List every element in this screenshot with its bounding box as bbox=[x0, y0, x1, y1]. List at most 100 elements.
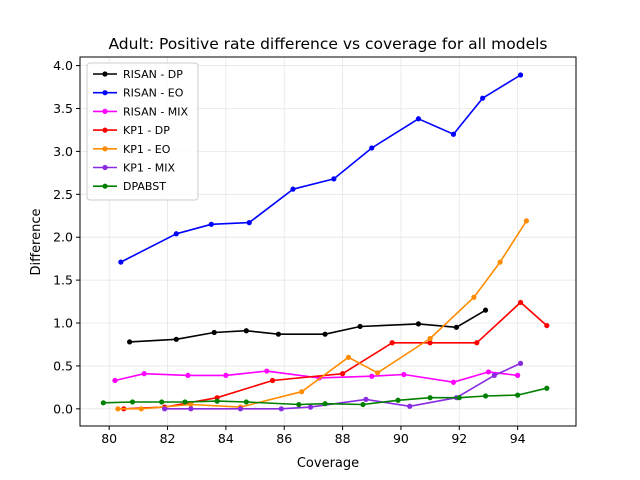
series-6 bbox=[100, 385, 550, 408]
data-point bbox=[162, 406, 168, 412]
data-point bbox=[307, 404, 314, 410]
data-point bbox=[214, 398, 220, 404]
data-point bbox=[427, 395, 433, 401]
series-layer bbox=[100, 72, 550, 412]
data-point bbox=[243, 399, 249, 405]
data-point bbox=[515, 392, 521, 398]
data-point bbox=[173, 336, 179, 342]
legend-swatch-marker bbox=[102, 146, 108, 152]
data-point bbox=[480, 95, 486, 101]
data-point bbox=[517, 299, 524, 306]
legend-box bbox=[86, 62, 199, 201]
legend: RISAN - DP RISAN - EO RISAN - MIX KP1 - DP K… bbox=[86, 62, 199, 201]
legend-entry: RISAN - MIX bbox=[93, 105, 189, 118]
data-point bbox=[395, 397, 401, 403]
legend-entry: KP1 - DP bbox=[93, 124, 170, 137]
y-axis-label: Difference bbox=[29, 208, 44, 275]
x-tick-label: 84 bbox=[218, 431, 234, 446]
data-point bbox=[369, 373, 375, 379]
data-point bbox=[427, 340, 433, 346]
chart-title: Adult: Positive rate difference vs cover… bbox=[108, 35, 547, 53]
data-point bbox=[369, 145, 375, 151]
data-point bbox=[129, 399, 136, 405]
data-point bbox=[471, 294, 477, 300]
data-point bbox=[491, 372, 497, 378]
data-point bbox=[497, 259, 503, 265]
x-tick-label: 82 bbox=[160, 431, 176, 446]
x-tick-label: 90 bbox=[393, 431, 409, 446]
data-point bbox=[278, 406, 284, 412]
data-point bbox=[269, 377, 276, 384]
data-point bbox=[389, 340, 395, 346]
data-point bbox=[456, 395, 462, 401]
data-point bbox=[211, 329, 217, 336]
legend-label: KP1 - EO bbox=[123, 143, 171, 156]
legend-swatch-marker bbox=[102, 164, 108, 171]
legend-label: DPABST bbox=[123, 180, 166, 193]
data-point bbox=[275, 331, 281, 337]
data-point bbox=[523, 218, 530, 224]
y-tick-label: 0.5 bbox=[53, 358, 73, 373]
legend-swatch-marker bbox=[102, 71, 108, 77]
legend-swatch-marker bbox=[102, 183, 108, 189]
legend-swatch-marker bbox=[102, 108, 108, 114]
x-axis-label: Coverage bbox=[297, 456, 359, 471]
plot-frame bbox=[79, 56, 577, 427]
legend-label: RISAN - EO bbox=[123, 87, 184, 100]
data-point bbox=[246, 220, 252, 226]
y-tick-label: 1.0 bbox=[53, 316, 73, 331]
x-tick-label: 92 bbox=[451, 431, 467, 446]
data-point bbox=[237, 406, 244, 412]
legend-swatch-marker bbox=[102, 127, 108, 133]
data-point bbox=[141, 371, 147, 377]
x-axis-ticks: 80 82 84 86 88 90 92 94 bbox=[101, 426, 526, 446]
data-point bbox=[482, 393, 489, 399]
legend-label: RISAN - DP bbox=[123, 68, 183, 81]
data-point bbox=[182, 399, 188, 405]
x-tick-label: 94 bbox=[510, 431, 526, 446]
data-point bbox=[357, 323, 363, 330]
data-point bbox=[345, 354, 352, 360]
data-point bbox=[339, 371, 346, 377]
data-point bbox=[188, 406, 194, 412]
data-point bbox=[322, 401, 328, 407]
legend-entry: DPABST bbox=[93, 180, 166, 193]
legend-label: RISAN - MIX bbox=[123, 105, 189, 118]
data-point bbox=[115, 406, 121, 412]
data-point bbox=[450, 379, 457, 385]
x-tick-label: 80 bbox=[101, 431, 117, 446]
y-tick-label: 2.5 bbox=[53, 187, 73, 202]
data-point bbox=[264, 368, 270, 374]
data-point bbox=[112, 377, 118, 384]
data-point bbox=[360, 401, 366, 408]
y-tick-label: 3.5 bbox=[53, 101, 73, 116]
series-line bbox=[129, 309, 487, 343]
y-tick-label: 2.0 bbox=[53, 230, 73, 245]
y-tick-label: 0.0 bbox=[53, 401, 73, 416]
data-point bbox=[415, 116, 422, 122]
data-point bbox=[299, 389, 305, 395]
data-point bbox=[375, 370, 381, 376]
data-point bbox=[138, 406, 144, 412]
y-tick-label: 1.5 bbox=[53, 273, 73, 288]
data-point bbox=[415, 321, 422, 327]
data-point bbox=[517, 72, 524, 78]
data-point bbox=[363, 396, 369, 402]
data-point bbox=[100, 400, 106, 406]
legend-label: KP1 - MIX bbox=[123, 162, 176, 175]
legend-label: KP1 - DP bbox=[123, 124, 170, 137]
y-tick-label: 4.0 bbox=[53, 58, 73, 73]
x-tick-label: 86 bbox=[276, 431, 292, 446]
data-point bbox=[188, 401, 194, 408]
data-point bbox=[544, 385, 550, 391]
x-tick-label: 88 bbox=[335, 431, 351, 446]
data-point bbox=[450, 131, 457, 137]
data-point bbox=[407, 403, 413, 409]
data-point bbox=[515, 372, 521, 378]
data-point bbox=[482, 307, 489, 313]
series-1 bbox=[118, 72, 524, 265]
legend-entry: RISAN - DP bbox=[93, 68, 183, 81]
data-point bbox=[223, 372, 229, 378]
data-point bbox=[185, 372, 191, 378]
